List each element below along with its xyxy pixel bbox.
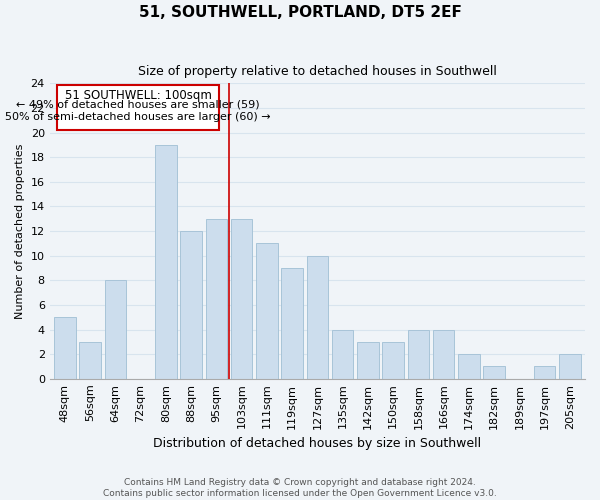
Text: Contains HM Land Registry data © Crown copyright and database right 2024.
Contai: Contains HM Land Registry data © Crown c… — [103, 478, 497, 498]
Bar — [155, 145, 176, 379]
Bar — [332, 330, 353, 379]
X-axis label: Distribution of detached houses by size in Southwell: Distribution of detached houses by size … — [153, 437, 481, 450]
Bar — [181, 231, 202, 379]
Text: ← 49% of detached houses are smaller (59): ← 49% of detached houses are smaller (59… — [16, 100, 260, 110]
Bar — [433, 330, 454, 379]
Bar — [534, 366, 556, 379]
Y-axis label: Number of detached properties: Number of detached properties — [15, 144, 25, 319]
Bar — [458, 354, 479, 379]
Bar — [104, 280, 126, 379]
Title: Size of property relative to detached houses in Southwell: Size of property relative to detached ho… — [138, 65, 497, 78]
Bar — [54, 317, 76, 379]
FancyBboxPatch shape — [57, 84, 219, 130]
Bar — [79, 342, 101, 379]
Bar — [256, 244, 278, 379]
Bar — [357, 342, 379, 379]
Bar — [206, 219, 227, 379]
Bar — [281, 268, 303, 379]
Text: 51 SOUTHWELL: 100sqm: 51 SOUTHWELL: 100sqm — [65, 89, 211, 102]
Bar — [407, 330, 429, 379]
Bar — [559, 354, 581, 379]
Bar — [382, 342, 404, 379]
Bar — [307, 256, 328, 379]
Bar — [231, 219, 253, 379]
Bar — [484, 366, 505, 379]
Text: 50% of semi-detached houses are larger (60) →: 50% of semi-detached houses are larger (… — [5, 112, 271, 122]
Text: 51, SOUTHWELL, PORTLAND, DT5 2EF: 51, SOUTHWELL, PORTLAND, DT5 2EF — [139, 5, 461, 20]
